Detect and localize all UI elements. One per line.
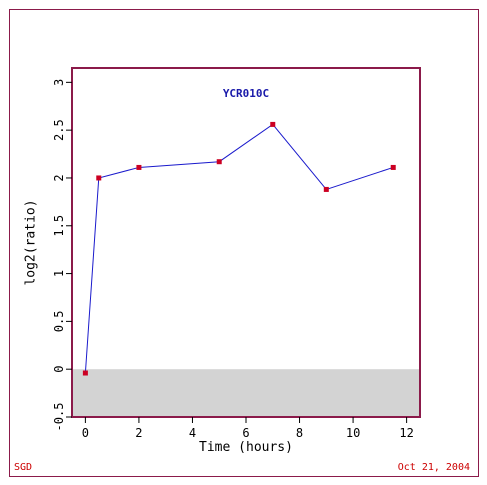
line-chart: -0.5 0 0.5 1 1.5 2 2.5 3 0 2 4 6 8 10 12 YCR010C Time… bbox=[24, 67, 421, 455]
data-point bbox=[390, 164, 396, 170]
x-tick-label: 4 bbox=[189, 426, 196, 440]
x-axis-ticks: 0 2 4 6 8 10 12 bbox=[82, 417, 414, 440]
data-point bbox=[270, 121, 276, 127]
series-line bbox=[84, 123, 394, 374]
x-tick-label: 6 bbox=[242, 426, 249, 440]
x-tick-label: 10 bbox=[346, 426, 360, 440]
y-tick-label: 3 bbox=[52, 79, 66, 86]
x-tick-label: 8 bbox=[296, 426, 303, 440]
y-tick-label: 1 bbox=[52, 270, 66, 277]
y-tick-label: -0.5 bbox=[52, 403, 66, 432]
data-point bbox=[82, 370, 88, 376]
negative-band bbox=[72, 369, 420, 417]
x-tick-label: 0 bbox=[82, 426, 89, 440]
chart-title: YCR010C bbox=[223, 87, 269, 100]
chart-frame: -0.5 0 0.5 1 1.5 2 2.5 3 0 2 4 6 8 10 12 YCR010C Time… bbox=[9, 9, 479, 477]
y-tick-label: 0.5 bbox=[52, 311, 66, 333]
x-axis-label: Time (hours) bbox=[199, 440, 293, 455]
y-axis-ticks: -0.5 0 0.5 1 1.5 2 2.5 3 bbox=[52, 79, 72, 432]
y-tick-label: 2.5 bbox=[52, 119, 66, 141]
footer-source: SGD bbox=[14, 462, 33, 473]
data-point bbox=[323, 186, 329, 192]
y-tick-label: 2 bbox=[52, 174, 66, 181]
data-markers bbox=[82, 121, 396, 376]
y-axis-label: log2(ratio) bbox=[24, 199, 39, 285]
data-point bbox=[216, 159, 222, 165]
x-tick-label: 2 bbox=[135, 426, 142, 440]
x-tick-label: 12 bbox=[399, 426, 413, 440]
data-point bbox=[96, 175, 102, 181]
footer-date: Oct 21, 2004 bbox=[397, 462, 470, 473]
data-point bbox=[136, 164, 142, 170]
plot-area-border bbox=[71, 67, 421, 418]
y-tick-label: 1.5 bbox=[52, 215, 66, 237]
y-tick-label: 0 bbox=[52, 366, 66, 373]
